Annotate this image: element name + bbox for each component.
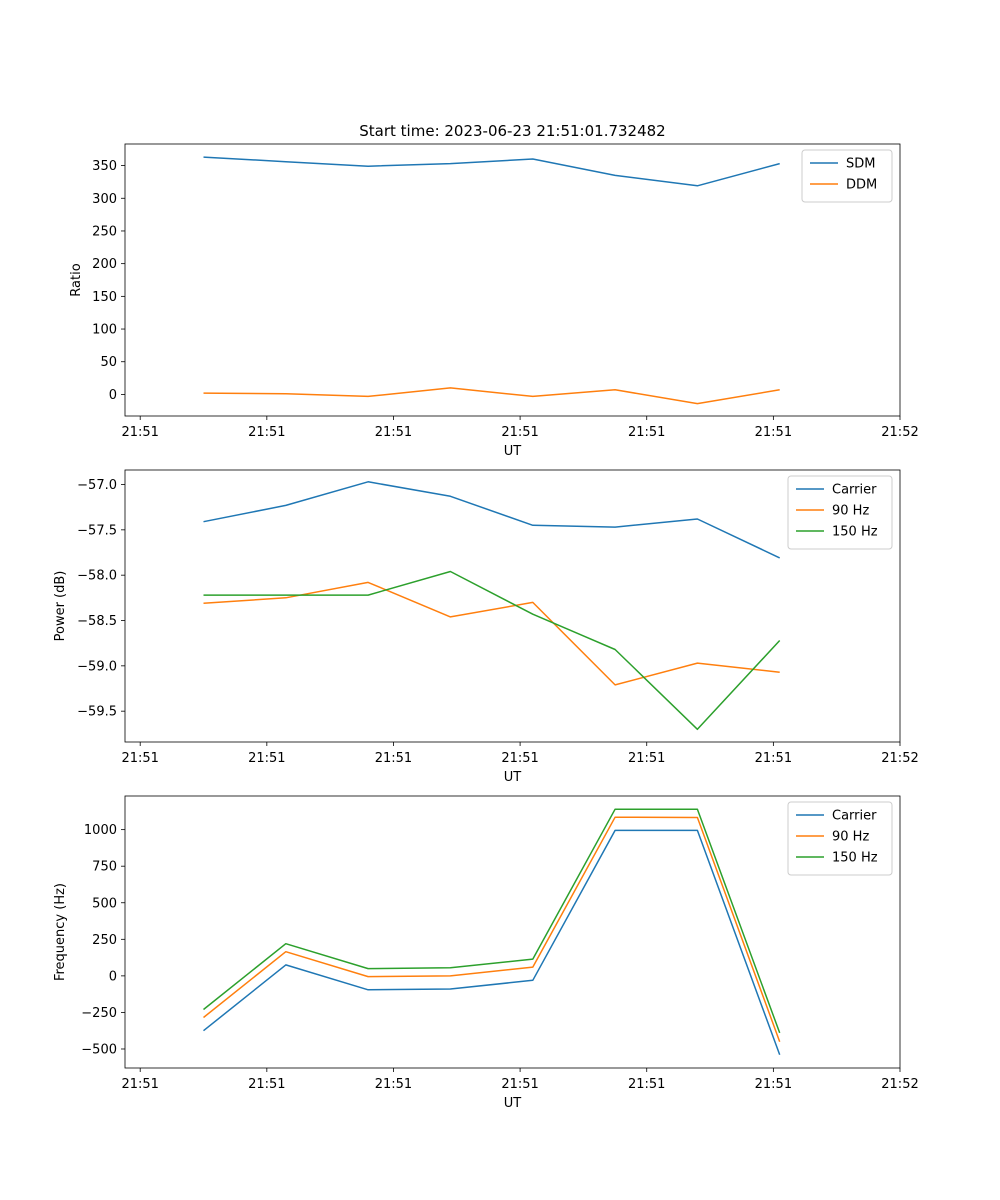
- x-tick-label: 21:51: [248, 425, 285, 440]
- y-tick-label: −59.5: [77, 705, 117, 720]
- y-tick-label: 250: [92, 933, 117, 948]
- x-tick-label: 21:51: [375, 1077, 412, 1092]
- legend: Carrier 90 Hz 150 Hz: [787, 801, 893, 876]
- x-tick-label: 21:51: [501, 1077, 538, 1092]
- x-tick-label: 21:51: [755, 1077, 792, 1092]
- legend-label: 150 Hz: [832, 525, 878, 540]
- x-tick-label: 21:51: [248, 1077, 285, 1092]
- x-tick-label: 21:51: [628, 425, 665, 440]
- x-tick-label: 21:51: [755, 425, 792, 440]
- series-line-90-hz: [203, 816, 781, 1042]
- y-tick-label: −57.5: [77, 523, 117, 538]
- series-line-carrier: [203, 829, 781, 1056]
- legend-label: DDM: [846, 178, 877, 193]
- x-tick-label: 21:52: [881, 425, 918, 440]
- x-tick-label: 21:51: [628, 751, 665, 766]
- y-tick-label: 250: [92, 224, 117, 239]
- y-tick-label: −57.0: [77, 478, 117, 493]
- legend-label: 90 Hz: [832, 830, 869, 845]
- legend-label: SDM: [846, 157, 875, 172]
- figure-title: Start time: 2023-06-23 21:51:01.732482: [359, 122, 665, 140]
- y-axis-label: Frequency (Hz): [53, 883, 68, 981]
- series-line-carrier: [203, 481, 781, 559]
- y-tick-label: −59.0: [77, 659, 117, 674]
- x-tick-label: 21:51: [628, 1077, 665, 1092]
- y-tick-label: 50: [100, 355, 117, 370]
- x-tick-label: 21:51: [501, 751, 538, 766]
- x-tick-label: 21:51: [375, 751, 412, 766]
- y-tick-label: 0: [109, 969, 117, 984]
- y-tick-label: 100: [92, 323, 117, 338]
- y-tick-label: −58.5: [77, 614, 117, 629]
- y-tick-label: 150: [92, 290, 117, 305]
- series-line-150-hz: [203, 808, 781, 1034]
- legend: Carrier 90 Hz 150 Hz: [787, 475, 893, 550]
- series-line-150-hz: [203, 570, 781, 731]
- series-line-ddm: [203, 387, 780, 405]
- y-tick-label: 500: [92, 896, 117, 911]
- axes-frame: [124, 143, 901, 417]
- y-tick-label: 1000: [84, 823, 117, 838]
- legend-label: Carrier: [832, 483, 877, 498]
- subplot-1: 21:51 21:51 21:51 21:51 21:51 21:51 21:52 0 50 10…: [69, 143, 919, 459]
- y-tick-label: 300: [92, 192, 117, 207]
- legend: SDM DDM: [801, 149, 893, 203]
- x-tick-label: 21:51: [248, 751, 285, 766]
- x-axis-label: UT: [504, 770, 522, 785]
- subplot-2: 21:51 21:51 21:51 21:51 21:51 21:51 21:52 −59.5…: [53, 469, 919, 785]
- y-tick-label: 200: [92, 257, 117, 272]
- x-tick-label: 21:51: [755, 751, 792, 766]
- y-tick-label: 350: [92, 159, 117, 174]
- x-tick-label: 21:51: [121, 751, 158, 766]
- y-tick-label: −58.0: [77, 569, 117, 584]
- x-axis-label: UT: [504, 444, 522, 459]
- x-tick-label: 21:51: [121, 1077, 158, 1092]
- subplot-3: 21:51 21:51 21:51 21:51 21:51 21:51 21:52 −500 −…: [53, 795, 919, 1111]
- x-tick-label: 21:52: [881, 751, 918, 766]
- series-line-90-hz: [203, 581, 780, 686]
- axes-frame: [124, 469, 901, 743]
- y-tick-label: 0: [109, 388, 117, 403]
- y-tick-label: −250: [81, 1006, 117, 1021]
- y-tick-label: −500: [81, 1042, 117, 1057]
- y-axis-label: Power (dB): [53, 571, 68, 642]
- legend-label: 90 Hz: [832, 504, 869, 519]
- series-line-sdm: [203, 156, 780, 187]
- y-axis-label: Ratio: [69, 263, 84, 296]
- legend-label: 150 Hz: [832, 851, 878, 866]
- x-tick-label: 21:51: [375, 425, 412, 440]
- x-tick-label: 21:51: [501, 425, 538, 440]
- x-tick-label: 21:51: [121, 425, 158, 440]
- x-axis-label: UT: [504, 1096, 522, 1111]
- axes-frame: [124, 795, 901, 1069]
- y-tick-label: 750: [92, 860, 117, 875]
- legend-label: Carrier: [832, 809, 877, 824]
- x-tick-label: 21:52: [881, 1077, 918, 1092]
